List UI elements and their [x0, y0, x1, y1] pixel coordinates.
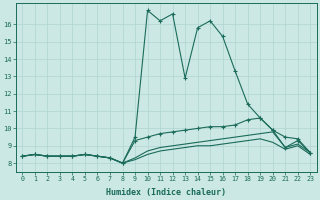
X-axis label: Humidex (Indice chaleur): Humidex (Indice chaleur): [106, 188, 226, 197]
